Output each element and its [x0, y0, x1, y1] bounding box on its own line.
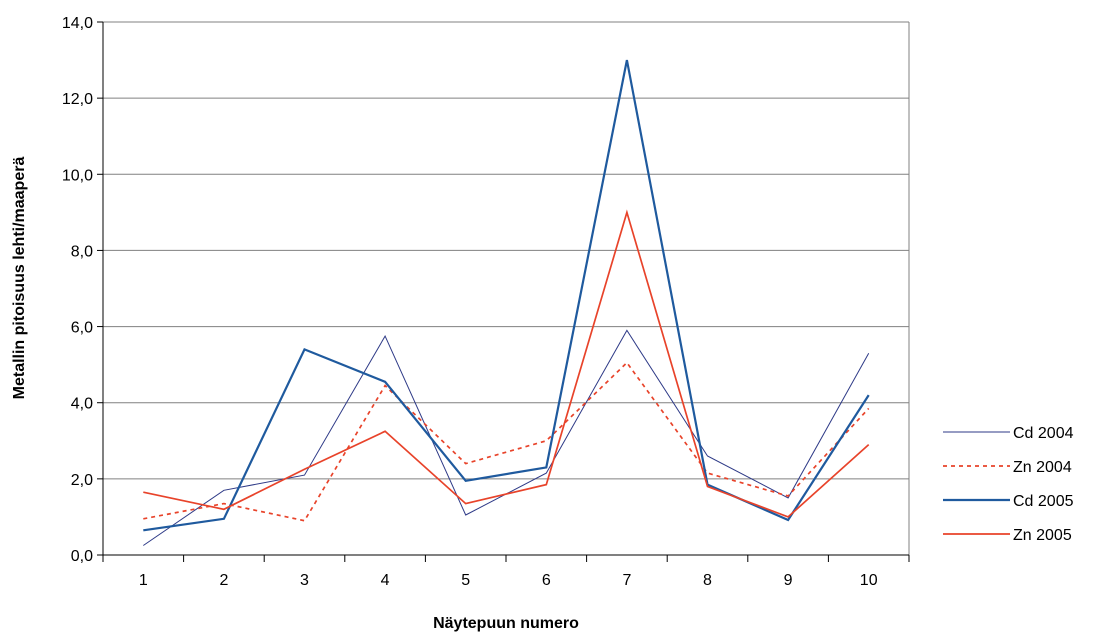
x-axis-title: Näytepuun numero	[433, 615, 579, 632]
y-tick-label: 6,0	[71, 320, 93, 337]
x-tick-label: 3	[300, 572, 309, 589]
x-tick-label: 8	[703, 572, 712, 589]
y-tick-label: 10,0	[62, 167, 93, 184]
y-tick-label: 12,0	[62, 91, 93, 108]
x-tick-label: 9	[784, 572, 793, 589]
y-tick-label: 8,0	[71, 243, 93, 260]
legend-label: Zn 2005	[1013, 527, 1072, 544]
y-tick-label: 14,0	[62, 15, 93, 32]
legend-label: Cd 2005	[1013, 493, 1074, 510]
gridlines	[103, 21, 910, 555]
series-lines	[143, 59, 870, 546]
y-tick-label: 4,0	[71, 396, 93, 413]
x-tick-label: 1	[139, 572, 148, 589]
series-line-zn-2005	[143, 209, 870, 518]
y-tick-label: 2,0	[71, 472, 93, 489]
x-tick-label: 4	[381, 572, 390, 589]
y-axis-title: Metallin pitoisuus lehti/maaperä	[11, 157, 28, 400]
y-tick-label: 0,0	[71, 548, 93, 565]
x-tick-label: 6	[542, 572, 551, 589]
series-line-zn-2004	[143, 361, 870, 522]
y-tick-labels: 0,0 2,0 4,0 6,0 8,0 10,0 12,0 14,0	[62, 15, 93, 565]
series-line-cd-2004	[143, 329, 870, 546]
x-tick-label: 10	[860, 572, 878, 589]
x-tick-labels: 1 2 3 4 5 6 7 8 9 10	[139, 572, 878, 589]
series-line-cd-2005	[143, 59, 870, 532]
x-tick-label: 2	[219, 572, 228, 589]
axes	[97, 21, 910, 562]
x-tick-label: 7	[622, 572, 631, 589]
x-tick-label: 5	[461, 572, 470, 589]
legend-label: Zn 2004	[1013, 459, 1072, 476]
legend-label: Cd 2004	[1013, 425, 1074, 442]
legend: Cd 2004 Zn 2004 Cd 2005 Zn 2005	[943, 425, 1074, 544]
